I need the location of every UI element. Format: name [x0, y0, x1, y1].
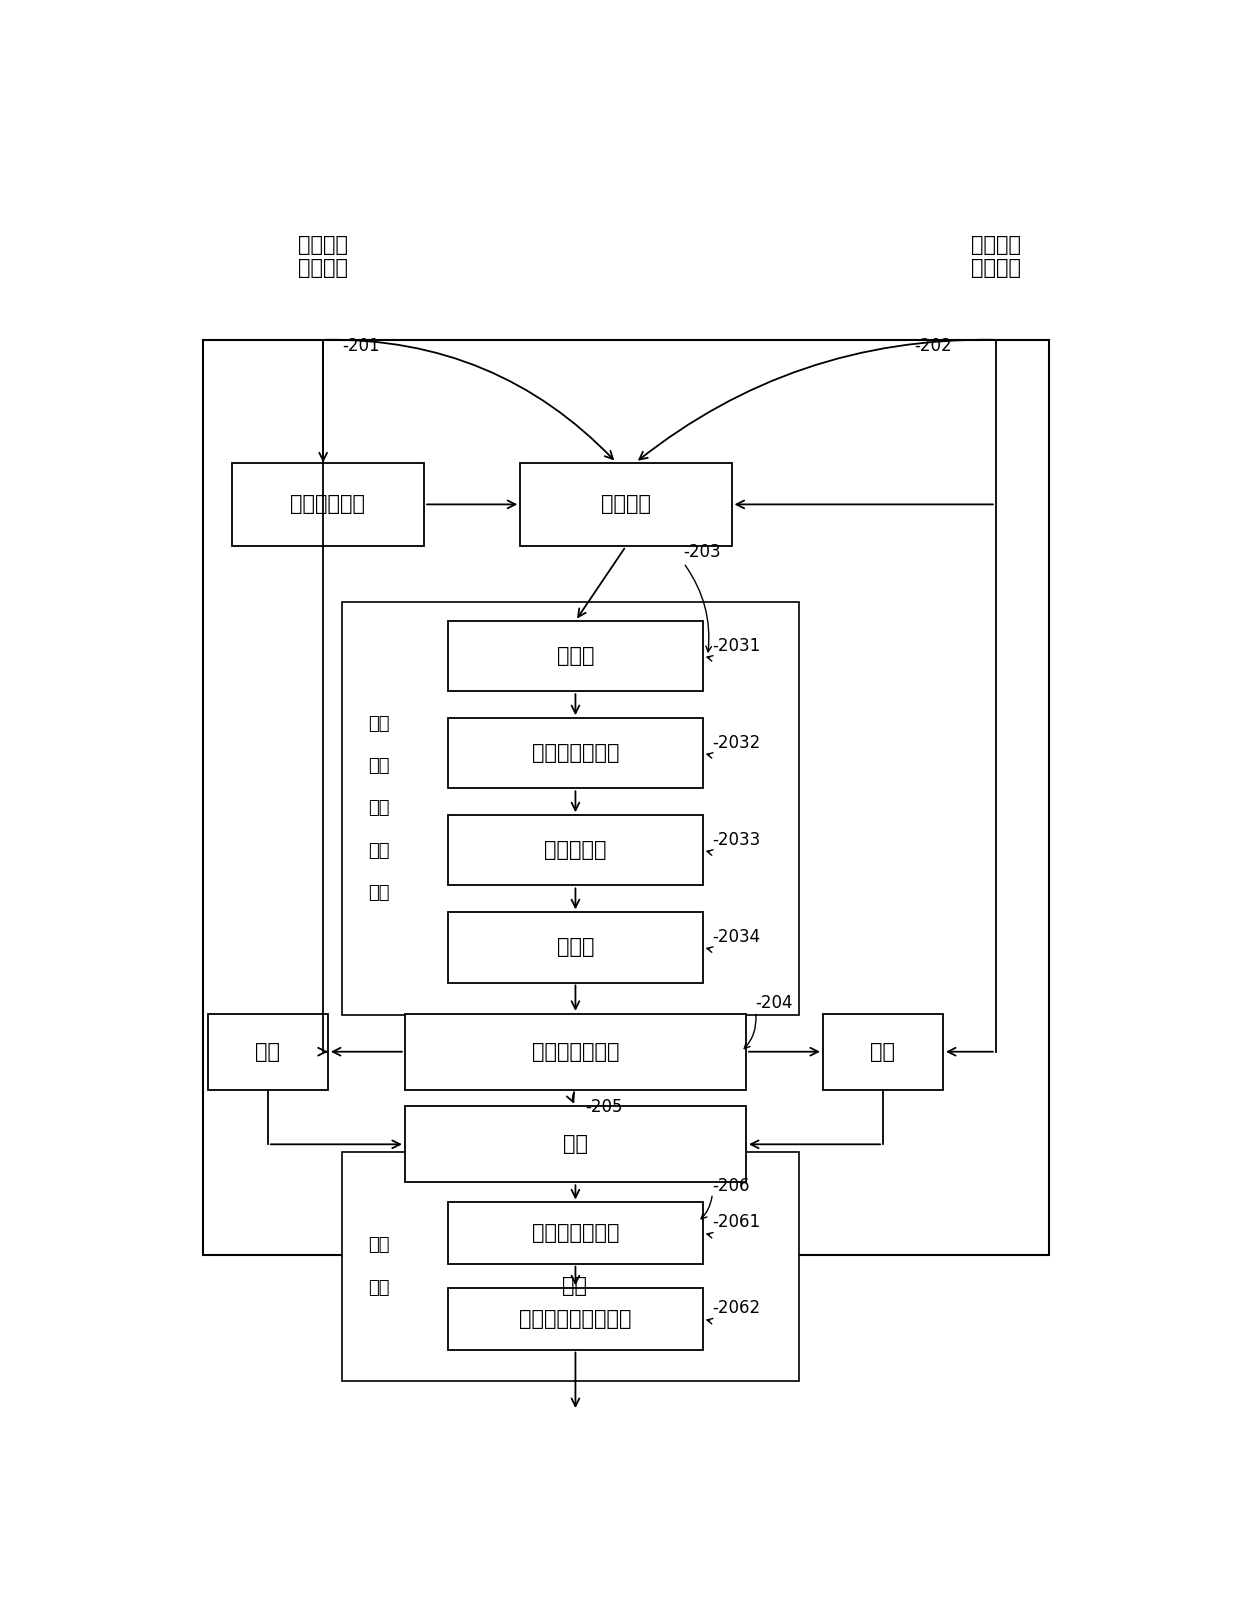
FancyArrowPatch shape	[707, 1318, 713, 1324]
Text: 提取: 提取	[368, 842, 389, 860]
Text: -204: -204	[755, 995, 794, 1013]
FancyArrowPatch shape	[707, 850, 713, 855]
Text: -2034: -2034	[713, 928, 760, 946]
FancyArrowPatch shape	[567, 1092, 574, 1102]
Text: 相乘: 相乘	[255, 1042, 280, 1061]
Text: 图注: 图注	[368, 756, 389, 776]
Text: 意力: 意力	[368, 800, 389, 818]
Bar	[448, 717, 703, 789]
Text: 分类: 分类	[368, 1237, 389, 1255]
Bar	[448, 1289, 703, 1350]
Text: 相乘: 相乘	[870, 1042, 895, 1061]
Bar	[448, 1203, 703, 1264]
Text: 卷积层: 卷积层	[557, 646, 594, 665]
Bar	[404, 1107, 746, 1182]
FancyArrowPatch shape	[744, 1014, 756, 1048]
Text: -2031: -2031	[713, 636, 760, 654]
FancyArrowPatch shape	[707, 656, 713, 661]
Text: 求和: 求和	[563, 1134, 588, 1154]
Text: 输入细分
类特征图: 输入细分 类特征图	[298, 235, 348, 278]
Text: 全局平均池化层: 全局平均池化层	[532, 1224, 619, 1243]
Text: 输入粗分
类特征图: 输入粗分 类特征图	[971, 235, 1021, 278]
Text: 模块: 模块	[368, 1279, 389, 1297]
Bar	[448, 622, 703, 691]
FancyArrowPatch shape	[686, 565, 712, 652]
Text: -201: -201	[342, 338, 379, 355]
Text: 线性修正激活层: 线性修正激活层	[532, 743, 619, 763]
Bar	[823, 1014, 942, 1089]
FancyArrowPatch shape	[640, 339, 993, 459]
Text: 归一化处理模块: 归一化处理模块	[532, 1042, 619, 1061]
Bar	[448, 912, 703, 982]
Bar	[342, 1152, 799, 1381]
FancyArrowPatch shape	[707, 946, 713, 953]
Text: -203: -203	[683, 544, 722, 562]
FancyArrowPatch shape	[326, 339, 613, 459]
Text: -2062: -2062	[713, 1300, 760, 1318]
Text: 尺寸调整模块: 尺寸调整模块	[290, 495, 366, 514]
Text: 特征: 特征	[368, 714, 389, 732]
Text: -205: -205	[585, 1097, 622, 1117]
Bar	[342, 602, 799, 1014]
Text: 输出: 输出	[563, 1276, 588, 1297]
FancyArrowPatch shape	[701, 1196, 712, 1219]
Text: 多分类逻辑回归函数: 多分类逻辑回归函数	[520, 1308, 631, 1329]
Bar	[521, 463, 732, 547]
Text: -2033: -2033	[713, 831, 760, 849]
Text: 模块: 模块	[368, 885, 389, 902]
FancyArrowPatch shape	[707, 1232, 713, 1238]
Text: 拼接模块: 拼接模块	[601, 495, 651, 514]
Bar	[404, 1014, 746, 1089]
Text: 随机失活层: 随机失活层	[544, 841, 606, 860]
Text: -2032: -2032	[713, 734, 760, 751]
Bar	[448, 815, 703, 886]
Text: -202: -202	[914, 338, 952, 355]
FancyArrowPatch shape	[707, 753, 713, 758]
Bar	[232, 463, 424, 547]
Text: -2061: -2061	[713, 1214, 760, 1232]
Text: 卷积层: 卷积层	[557, 938, 594, 958]
Bar	[203, 339, 1049, 1255]
Text: -206: -206	[713, 1177, 750, 1195]
Bar	[208, 1014, 327, 1089]
